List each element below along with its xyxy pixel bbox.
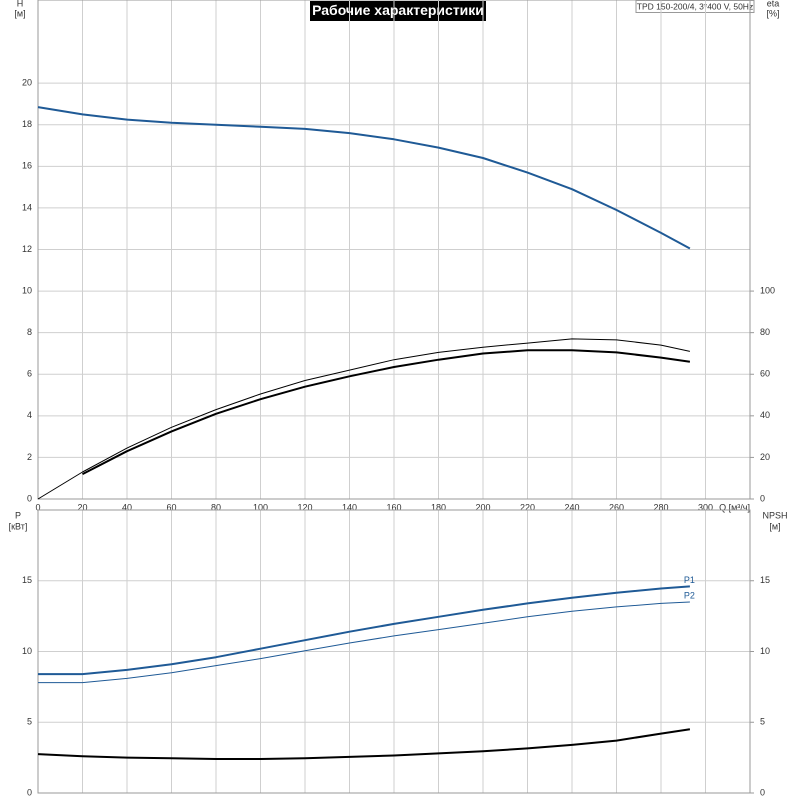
model-label: TPD 150-200/4, 3*400 V, 50Hz: [637, 1, 753, 11]
y-tick-label: 12: [22, 244, 32, 254]
y-tick-label: 15: [22, 575, 32, 585]
y2-axis-label: NPSH: [762, 510, 787, 520]
chart-title: Рабочие характеристики: [312, 2, 484, 18]
x-tick-label: 300: [698, 502, 713, 512]
y2-tick-label: 0: [760, 493, 765, 503]
x-tick-label: 100: [253, 502, 268, 512]
x-tick-label: 240: [564, 502, 579, 512]
y-tick-label: 18: [22, 119, 32, 129]
y-tick-label: 16: [22, 161, 32, 171]
y2-tick-label: 10: [760, 646, 770, 656]
y-tick-label: 10: [22, 285, 32, 295]
y2-tick-label: 5: [760, 717, 765, 727]
series-line: [37, 338, 691, 500]
x-tick-label: 140: [342, 502, 357, 512]
y2-tick-label: 100: [760, 285, 775, 295]
series-line: [37, 106, 691, 250]
y-tick-label: 20: [22, 78, 32, 88]
x-tick-label: 60: [166, 502, 176, 512]
x-tick-label: 120: [297, 502, 312, 512]
plot-frame: [37, 0, 751, 500]
y2-tick-label: 40: [760, 410, 770, 420]
series-label: P2: [684, 590, 695, 600]
y2-axis-unit: [м]: [769, 521, 780, 531]
plot-frame: [37, 509, 751, 794]
x-tick-label: 200: [475, 502, 490, 512]
y-axis-unit: [м]: [14, 8, 25, 18]
y-tick-label: 2: [27, 452, 32, 462]
x-tick-label: 0: [35, 502, 40, 512]
title-box: [310, 1, 486, 21]
x-tick-label: 80: [211, 502, 221, 512]
series-line: [38, 585, 690, 676]
x-tick-label: 260: [609, 502, 624, 512]
series-line: [82, 349, 691, 475]
series-label: P1: [684, 575, 695, 585]
series-line: [37, 728, 691, 760]
x-tick-label: 180: [431, 502, 446, 512]
y2-tick-label: 20: [760, 452, 770, 462]
y2-tick-label: 15: [760, 575, 770, 585]
x-tick-label: 280: [653, 502, 668, 512]
x-axis-label: Q [м³/ч]: [719, 502, 750, 512]
y2-tick-label: 0: [760, 787, 765, 797]
y-tick-label: 0: [27, 493, 32, 503]
y-tick-label: 6: [27, 369, 32, 379]
y-axis-unit: [кВт]: [9, 521, 28, 531]
x-tick-label: 40: [122, 502, 132, 512]
y-tick-label: 5: [27, 717, 32, 727]
y2-axis-label: eta: [767, 0, 780, 8]
y2-axis-unit: [%]: [766, 8, 779, 18]
x-tick-label: 160: [386, 502, 401, 512]
y-tick-label: 8: [27, 327, 32, 337]
y-tick-label: 0: [27, 787, 32, 797]
series-line: [38, 601, 690, 684]
y-axis-label: H: [17, 0, 24, 8]
y-tick-label: 14: [22, 202, 32, 212]
y2-tick-label: 80: [760, 327, 770, 337]
y-tick-label: 4: [27, 410, 32, 420]
x-tick-label: 220: [520, 502, 535, 512]
x-tick-label: 20: [77, 502, 87, 512]
y-axis-label: P: [15, 510, 21, 520]
y-tick-label: 10: [22, 646, 32, 656]
y2-tick-label: 60: [760, 369, 770, 379]
